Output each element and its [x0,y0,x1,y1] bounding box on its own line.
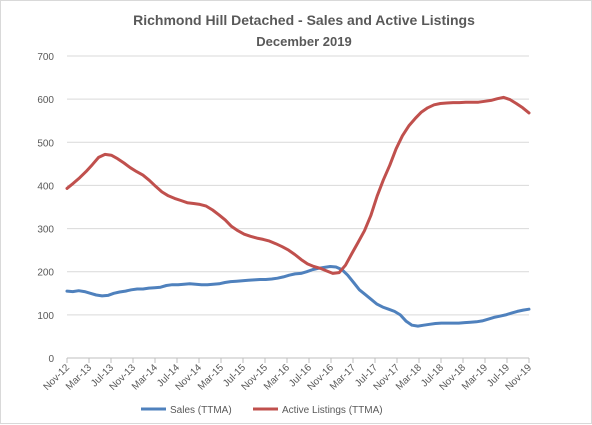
y-tick-label: 0 [48,354,54,365]
y-axis-tick-labels: 0 100 200 300 400 500 600 700 [37,52,54,365]
y-tick-label: 100 [37,311,54,322]
legend-sales-label: Sales (TTMA) [170,405,232,416]
y-tick-label: 200 [37,268,54,279]
sales-line [65,265,531,328]
active-listings-line [65,95,531,275]
y-tick-label: 500 [37,138,54,149]
y-tick-label: 300 [37,225,54,236]
legend-listings-label: Active Listings (TTMA) [282,405,383,416]
chart-title: Richmond Hill Detached - Sales and Activ… [133,12,475,28]
y-tick-label: 400 [37,181,54,192]
gridlines [67,55,529,316]
y-tick-label: 600 [37,95,54,106]
series-lines [65,95,531,328]
y-tick-label: 700 [37,52,54,63]
x-axis-tick-labels: Nov-12Mar-13Jul-13Nov-13Mar-14Jul-14Nov-… [42,362,535,393]
chart-subtitle: December 2019 [256,34,351,49]
legend: Sales (TTMA) Active Listings (TTMA) [141,405,383,416]
axes [66,357,530,363]
